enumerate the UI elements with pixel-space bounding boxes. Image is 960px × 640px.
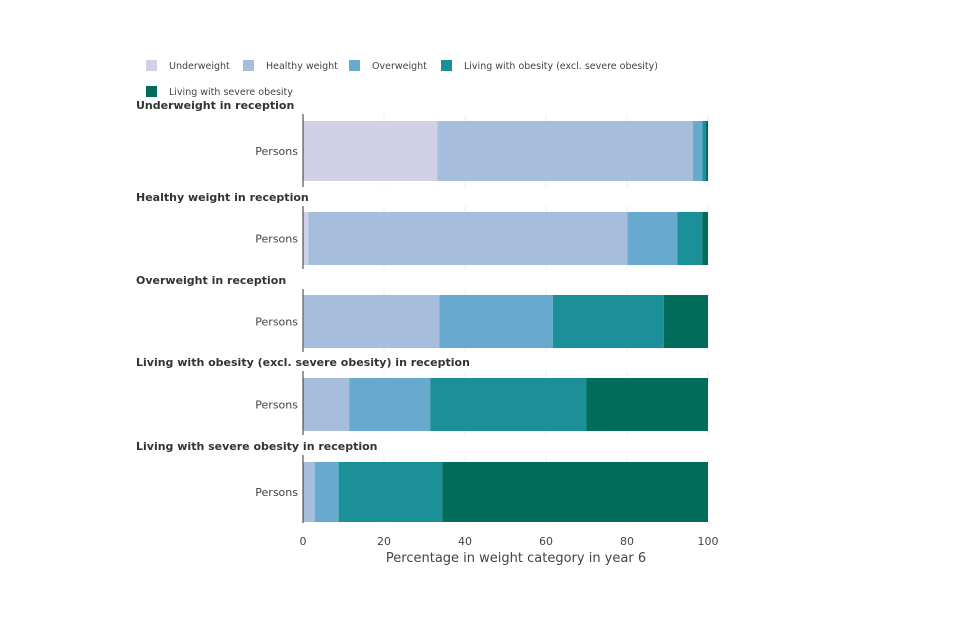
x-tick-label: 100 bbox=[698, 535, 719, 548]
legend: Underweight Healthy weight Overweight Livin… bbox=[146, 60, 658, 98]
legend-label-3[interactable]: Overweight bbox=[372, 61, 427, 72]
bar-segment-underweight[interactable] bbox=[303, 212, 309, 265]
x-tick-label: 0 bbox=[300, 535, 307, 548]
bar-segment-overweight[interactable] bbox=[693, 121, 703, 181]
category-label: Persons bbox=[255, 145, 298, 158]
bar-segment-living-with-severe-obesity[interactable] bbox=[442, 462, 708, 522]
bar-segment-living-with-obesity-excl-severe-obesity[interactable] bbox=[702, 121, 706, 181]
panel-4: Living with obesity (excl. severe obesit… bbox=[136, 356, 708, 435]
panel-2: Healthy weight in reception Persons bbox=[136, 191, 708, 269]
bar-segment-living-with-obesity-excl-severe-obesity[interactable] bbox=[552, 295, 664, 348]
legend-label-4[interactable]: Living with obesity (excl. severe obesit… bbox=[464, 61, 658, 72]
bar-segment-living-with-severe-obesity[interactable] bbox=[705, 121, 708, 181]
panel-title: Healthy weight in reception bbox=[136, 191, 309, 204]
legend-label-5[interactable]: Living with severe obesity bbox=[169, 87, 293, 98]
legend-swatch-5[interactable] bbox=[146, 86, 157, 97]
category-label: Persons bbox=[255, 233, 298, 246]
bar-segment-overweight[interactable] bbox=[627, 212, 678, 265]
x-tick-label: 60 bbox=[539, 535, 553, 548]
category-label: Persons bbox=[255, 399, 298, 412]
bar-segment-overweight[interactable] bbox=[349, 378, 431, 431]
bar-segment-healthy-weight[interactable] bbox=[303, 462, 315, 522]
bar-segment-living-with-obesity-excl-severe-obesity[interactable] bbox=[677, 212, 703, 265]
legend-swatch-4[interactable] bbox=[441, 60, 452, 71]
x-axis-label: Percentage in weight category in year 6 bbox=[386, 551, 646, 566]
bar-segment-living-with-obesity-excl-severe-obesity[interactable] bbox=[430, 378, 587, 431]
x-tick-label: 40 bbox=[458, 535, 472, 548]
bar-segment-healthy-weight[interactable] bbox=[303, 378, 350, 431]
bar-segment-underweight[interactable] bbox=[303, 121, 438, 181]
panel-1: Underweight in reception Persons bbox=[136, 99, 708, 187]
panel-title: Underweight in reception bbox=[136, 99, 294, 112]
bar-segment-healthy-weight[interactable] bbox=[303, 295, 440, 348]
panel-title: Living with severe obesity in reception bbox=[136, 440, 378, 453]
bar-segment-healthy-weight[interactable] bbox=[437, 121, 694, 181]
legend-swatch-2[interactable] bbox=[243, 60, 254, 71]
x-axis: 0 20 40 60 80 100 bbox=[300, 535, 719, 548]
bar-segment-overweight[interactable] bbox=[439, 295, 553, 348]
x-tick-label: 20 bbox=[377, 535, 391, 548]
legend-label-2[interactable]: Healthy weight bbox=[266, 61, 338, 72]
x-tick-label: 80 bbox=[620, 535, 634, 548]
legend-label-1[interactable]: Underweight bbox=[169, 61, 230, 72]
category-label: Persons bbox=[255, 486, 298, 499]
panel-title: Overweight in reception bbox=[136, 274, 286, 287]
legend-swatch-1[interactable] bbox=[146, 60, 157, 71]
bar-segment-living-with-severe-obesity[interactable] bbox=[586, 378, 709, 431]
panel-title: Living with obesity (excl. severe obesit… bbox=[136, 356, 470, 369]
bar-segment-living-with-severe-obesity[interactable] bbox=[702, 212, 708, 265]
bar-segment-living-with-severe-obesity[interactable] bbox=[663, 295, 708, 348]
bar-segment-living-with-obesity-excl-severe-obesity[interactable] bbox=[338, 462, 443, 522]
category-label: Persons bbox=[255, 316, 298, 329]
bar-segment-overweight[interactable] bbox=[314, 462, 339, 522]
bar-segment-healthy-weight[interactable] bbox=[308, 212, 628, 265]
legend-swatch-3[interactable] bbox=[349, 60, 360, 71]
panel-3: Overweight in reception Persons bbox=[136, 274, 708, 352]
panel-5: Living with severe obesity in reception P… bbox=[136, 440, 708, 523]
